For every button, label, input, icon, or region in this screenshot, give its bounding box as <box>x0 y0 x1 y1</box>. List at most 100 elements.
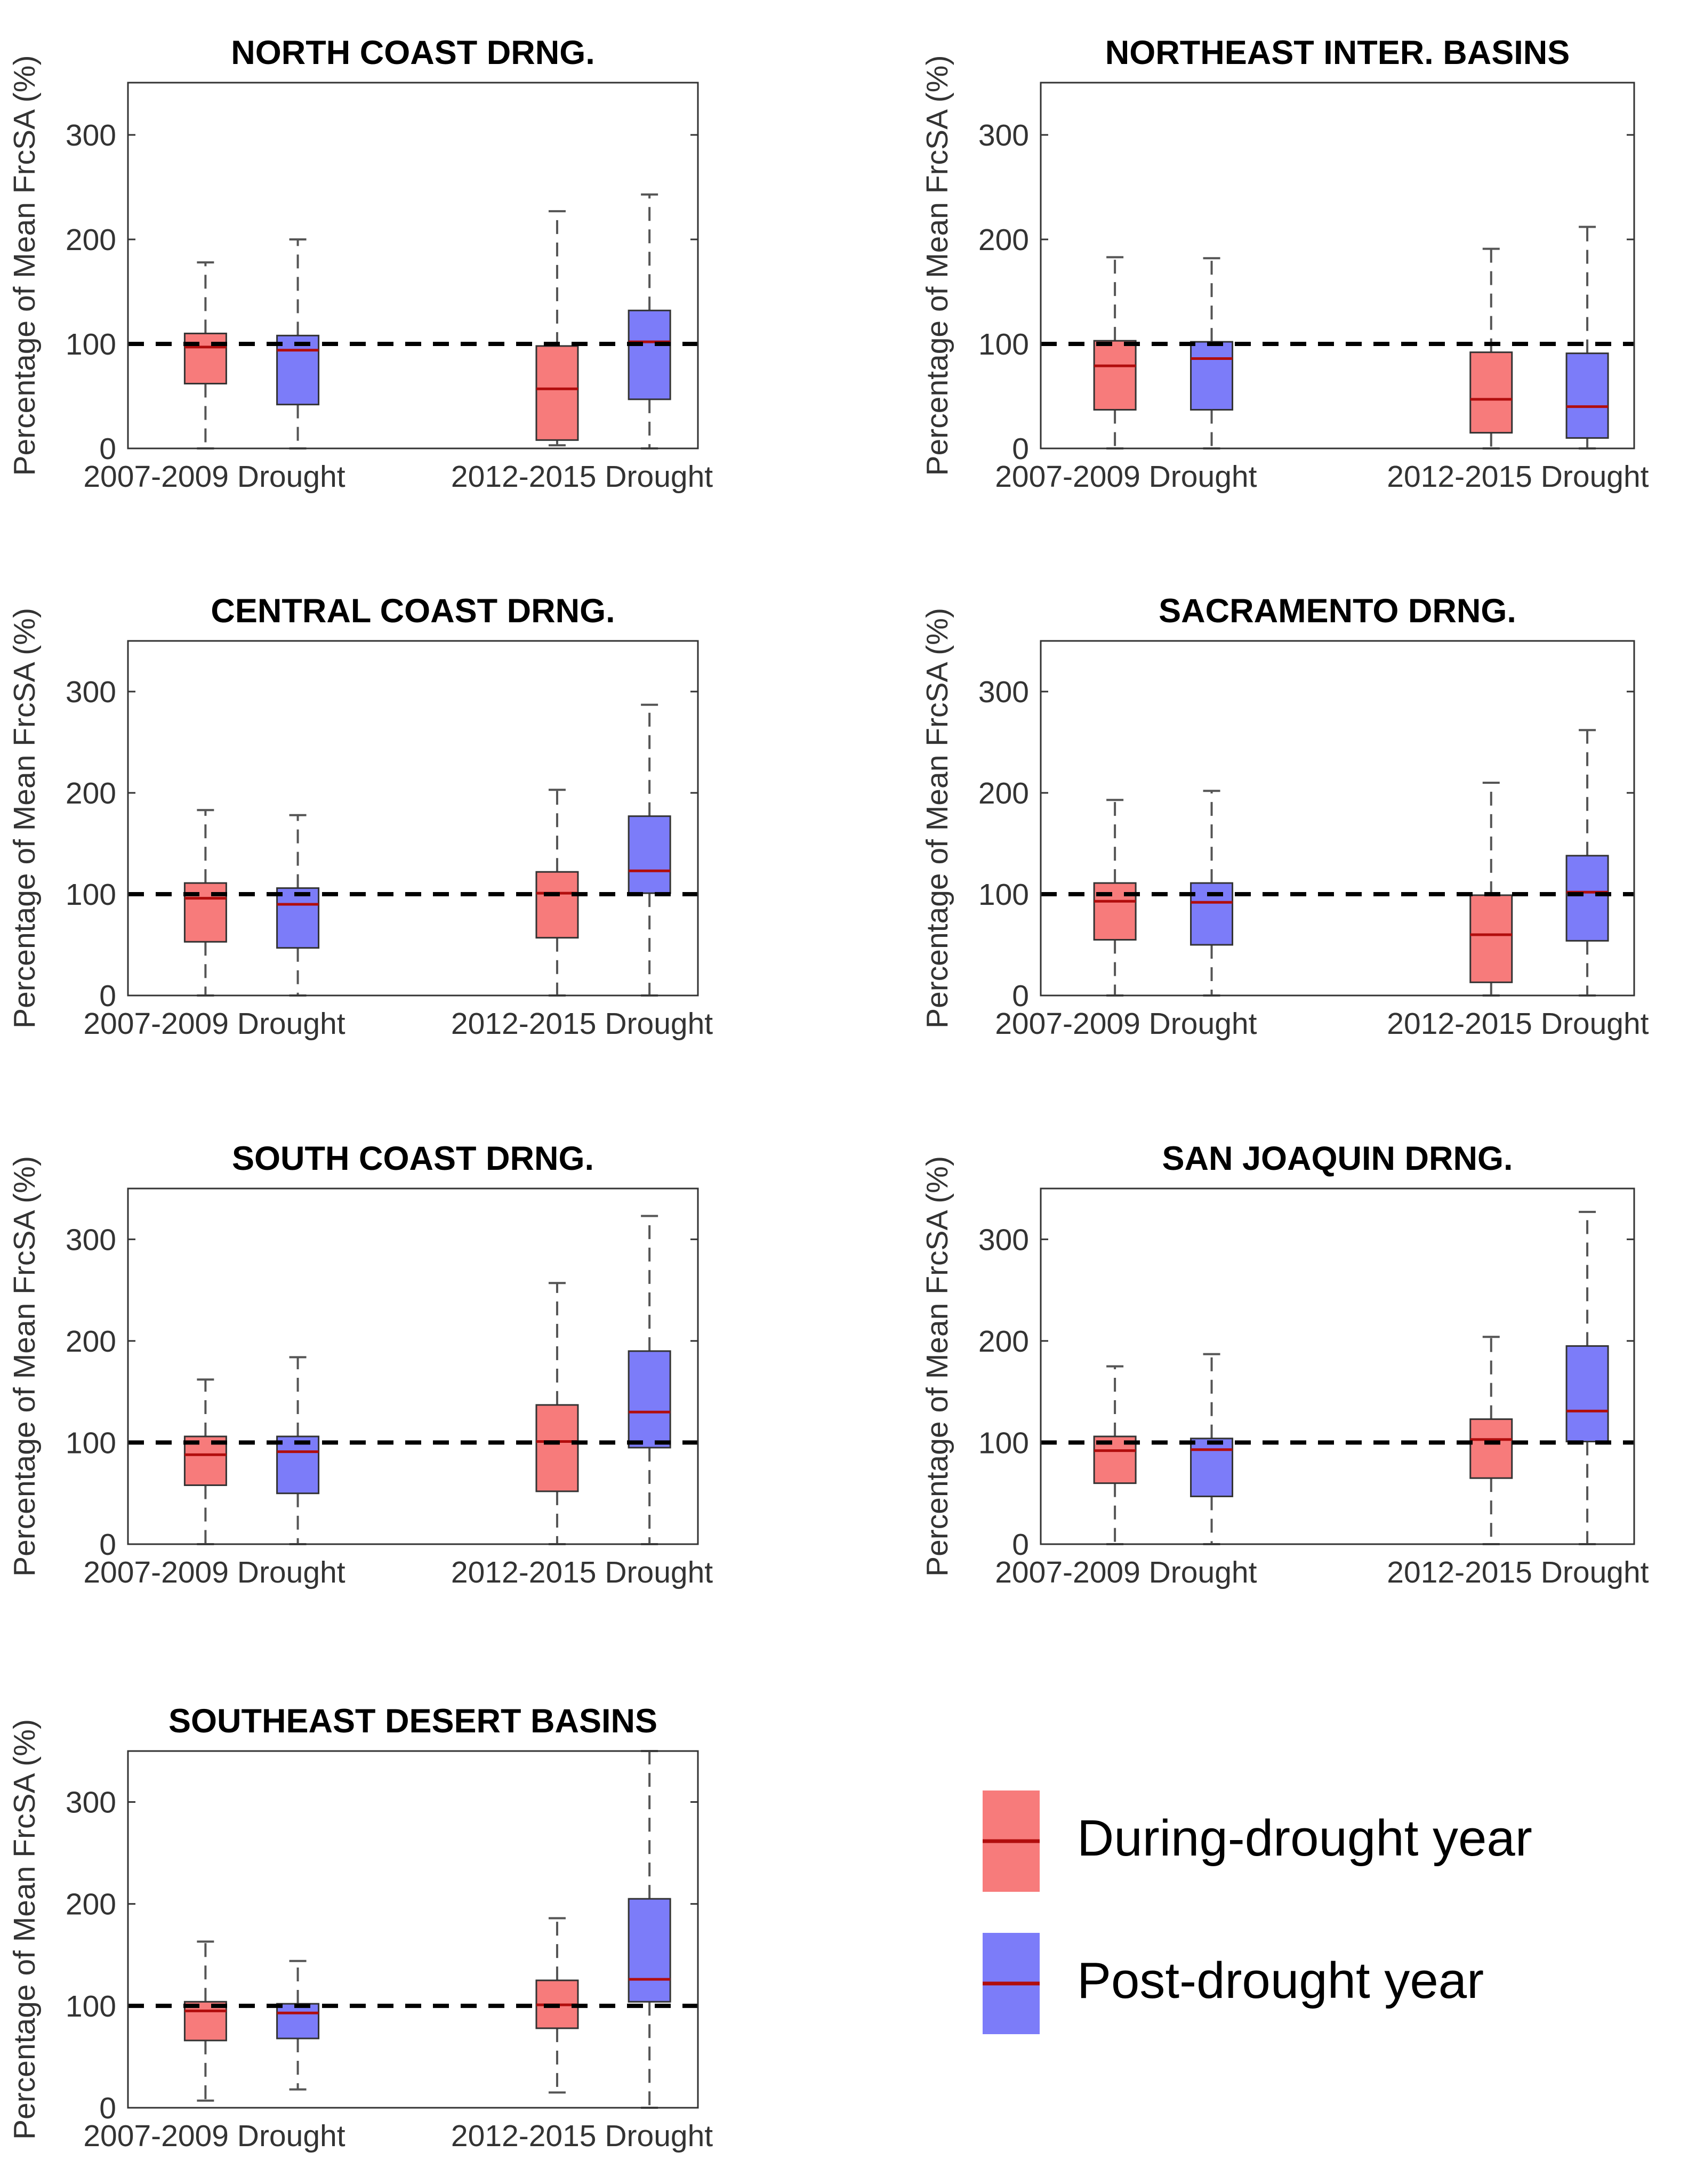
box-post-2012-2015 <box>628 1750 671 2109</box>
y-tick-label: 200 <box>66 776 116 810</box>
panel-frame <box>127 1750 699 2109</box>
legend: During-drought year Post-drought year <box>983 1790 1532 2034</box>
box-iqr <box>1565 352 1609 439</box>
box-post-2007-2009 <box>276 814 320 997</box>
x-tick-label: 2012-2015 Drought <box>1387 1007 1649 1041</box>
y-tick-label: 100 <box>66 327 116 362</box>
box-iqr <box>1190 1438 1234 1497</box>
box-iqr <box>183 332 227 384</box>
box-during-2007-2009 <box>183 1378 227 1545</box>
panel-2: NORTHEAST INTER. BASINS Percentage of Mea… <box>920 34 1649 494</box>
y-axis-label: Percentage of Mean FrcSA (%) <box>7 608 42 1029</box>
panels: NORTH COAST DRNG. Percentage of Mean FrcS… <box>7 34 1649 2153</box>
box-post-2012-2015 <box>1565 226 1609 449</box>
box-post-2007-2009 <box>276 1960 320 2091</box>
box-iqr <box>628 1898 671 2003</box>
y-tick-label: 300 <box>66 1223 116 1257</box>
y-axis-label: Percentage of Mean FrcSA (%) <box>920 1156 954 1577</box>
y-tick-label: 100 <box>978 327 1029 362</box>
y-tick-label: 200 <box>978 223 1029 257</box>
y-tick-label: 0 <box>1012 432 1029 466</box>
panel-frame <box>127 1187 699 1545</box>
box-iqr <box>276 1435 320 1495</box>
box-during-2012-2015 <box>535 1917 579 2094</box>
panel-title: SAN JOAQUIN DRNG. <box>1162 1140 1513 1177</box>
panel-title: SOUTHEAST DESERT BASINS <box>168 1703 657 1740</box>
y-axis-label: Percentage of Mean FrcSA (%) <box>7 1156 42 1577</box>
panel-title: NORTHEAST INTER. BASINS <box>1105 34 1570 71</box>
y-tick-label: 0 <box>1012 979 1029 1013</box>
y-tick-label: 100 <box>978 878 1029 912</box>
box-iqr <box>1565 1345 1609 1443</box>
x-tick-label: 2007-2009 Drought <box>83 1555 345 1589</box>
box-iqr <box>628 309 671 400</box>
box-iqr <box>1093 340 1137 411</box>
box-during-2007-2009 <box>1093 256 1137 449</box>
y-axis-label: Percentage of Mean FrcSA (%) <box>7 1719 42 2140</box>
y-axis-label: Percentage of Mean FrcSA (%) <box>920 608 954 1029</box>
y-tick-label: 0 <box>1012 1528 1029 1562</box>
box-iqr <box>535 345 579 441</box>
x-tick-label: 2012-2015 Drought <box>1387 460 1649 494</box>
box-post-2007-2009 <box>276 238 320 449</box>
y-tick-label: 0 <box>99 1528 116 1562</box>
x-tick-label: 2007-2009 Drought <box>995 460 1257 494</box>
panel-title: NORTH COAST DRNG. <box>231 34 594 71</box>
box-during-2007-2009 <box>1093 799 1137 997</box>
panel-title: CENTRAL COAST DRNG. <box>211 592 615 630</box>
y-axis-label: Percentage of Mean FrcSA (%) <box>920 55 954 476</box>
y-axis-label: Percentage of Mean FrcSA (%) <box>7 55 42 476</box>
box-during-2007-2009 <box>1093 1365 1137 1545</box>
y-tick-label: 300 <box>66 1786 116 1820</box>
box-iqr <box>1093 882 1137 941</box>
x-tick-label: 2007-2009 Drought <box>83 2119 345 2153</box>
box-post-2012-2015 <box>1565 1210 1609 1545</box>
y-tick-label: 100 <box>66 878 116 912</box>
box-iqr <box>1469 1418 1513 1479</box>
box-post-2012-2015 <box>628 703 671 997</box>
legend-label-post: Post-drought year <box>1077 1952 1484 2009</box>
panel-title: SACRAMENTO DRNG. <box>1159 592 1516 630</box>
x-tick-label: 2007-2009 Drought <box>995 1555 1257 1589</box>
y-tick-label: 300 <box>978 675 1029 709</box>
box-during-2012-2015 <box>1469 247 1513 449</box>
panel-7: SOUTHEAST DESERT BASINS Percentage of Mea… <box>7 1703 713 2153</box>
box-iqr <box>1190 341 1234 411</box>
x-tick-label: 2007-2009 Drought <box>995 1007 1257 1041</box>
box-iqr <box>535 871 579 939</box>
box-during-2007-2009 <box>183 1940 227 2102</box>
panel-frame <box>1040 82 1635 449</box>
y-tick-label: 200 <box>66 1888 116 1922</box>
box-during-2012-2015 <box>535 210 579 447</box>
panel-4: SACRAMENTO DRNG. Percentage of Mean FrcSA… <box>920 592 1649 1041</box>
box-iqr <box>276 887 320 949</box>
box-during-2012-2015 <box>535 789 579 997</box>
panel-1: NORTH COAST DRNG. Percentage of Mean FrcS… <box>7 34 713 494</box>
y-tick-label: 300 <box>66 118 116 152</box>
y-tick-label: 0 <box>99 979 116 1013</box>
y-tick-label: 300 <box>66 675 116 709</box>
x-tick-label: 2012-2015 Drought <box>451 1007 713 1041</box>
legend-label-during: During-drought year <box>1077 1810 1532 1867</box>
x-tick-label: 2012-2015 Drought <box>451 1555 713 1589</box>
box-post-2012-2015 <box>628 1215 671 1545</box>
y-tick-label: 0 <box>99 2091 116 2125</box>
box-iqr <box>628 815 671 894</box>
box-during-2007-2009 <box>183 809 227 997</box>
x-tick-label: 2007-2009 Drought <box>83 1007 345 1041</box>
box-post-2012-2015 <box>1565 729 1609 997</box>
y-tick-label: 200 <box>66 1324 116 1359</box>
y-tick-label: 300 <box>978 118 1029 152</box>
y-tick-label: 100 <box>66 1989 116 2024</box>
box-iqr <box>276 334 320 406</box>
box-during-2012-2015 <box>535 1282 579 1545</box>
box-iqr <box>535 1404 579 1492</box>
box-post-2007-2009 <box>1190 257 1234 449</box>
panel-frame <box>1040 640 1635 997</box>
y-tick-label: 200 <box>66 223 116 257</box>
y-tick-label: 300 <box>978 1223 1029 1257</box>
box-iqr <box>1565 855 1609 942</box>
x-tick-label: 2012-2015 Drought <box>451 460 713 494</box>
box-iqr <box>276 2003 320 2040</box>
panel-frame <box>127 82 699 449</box>
